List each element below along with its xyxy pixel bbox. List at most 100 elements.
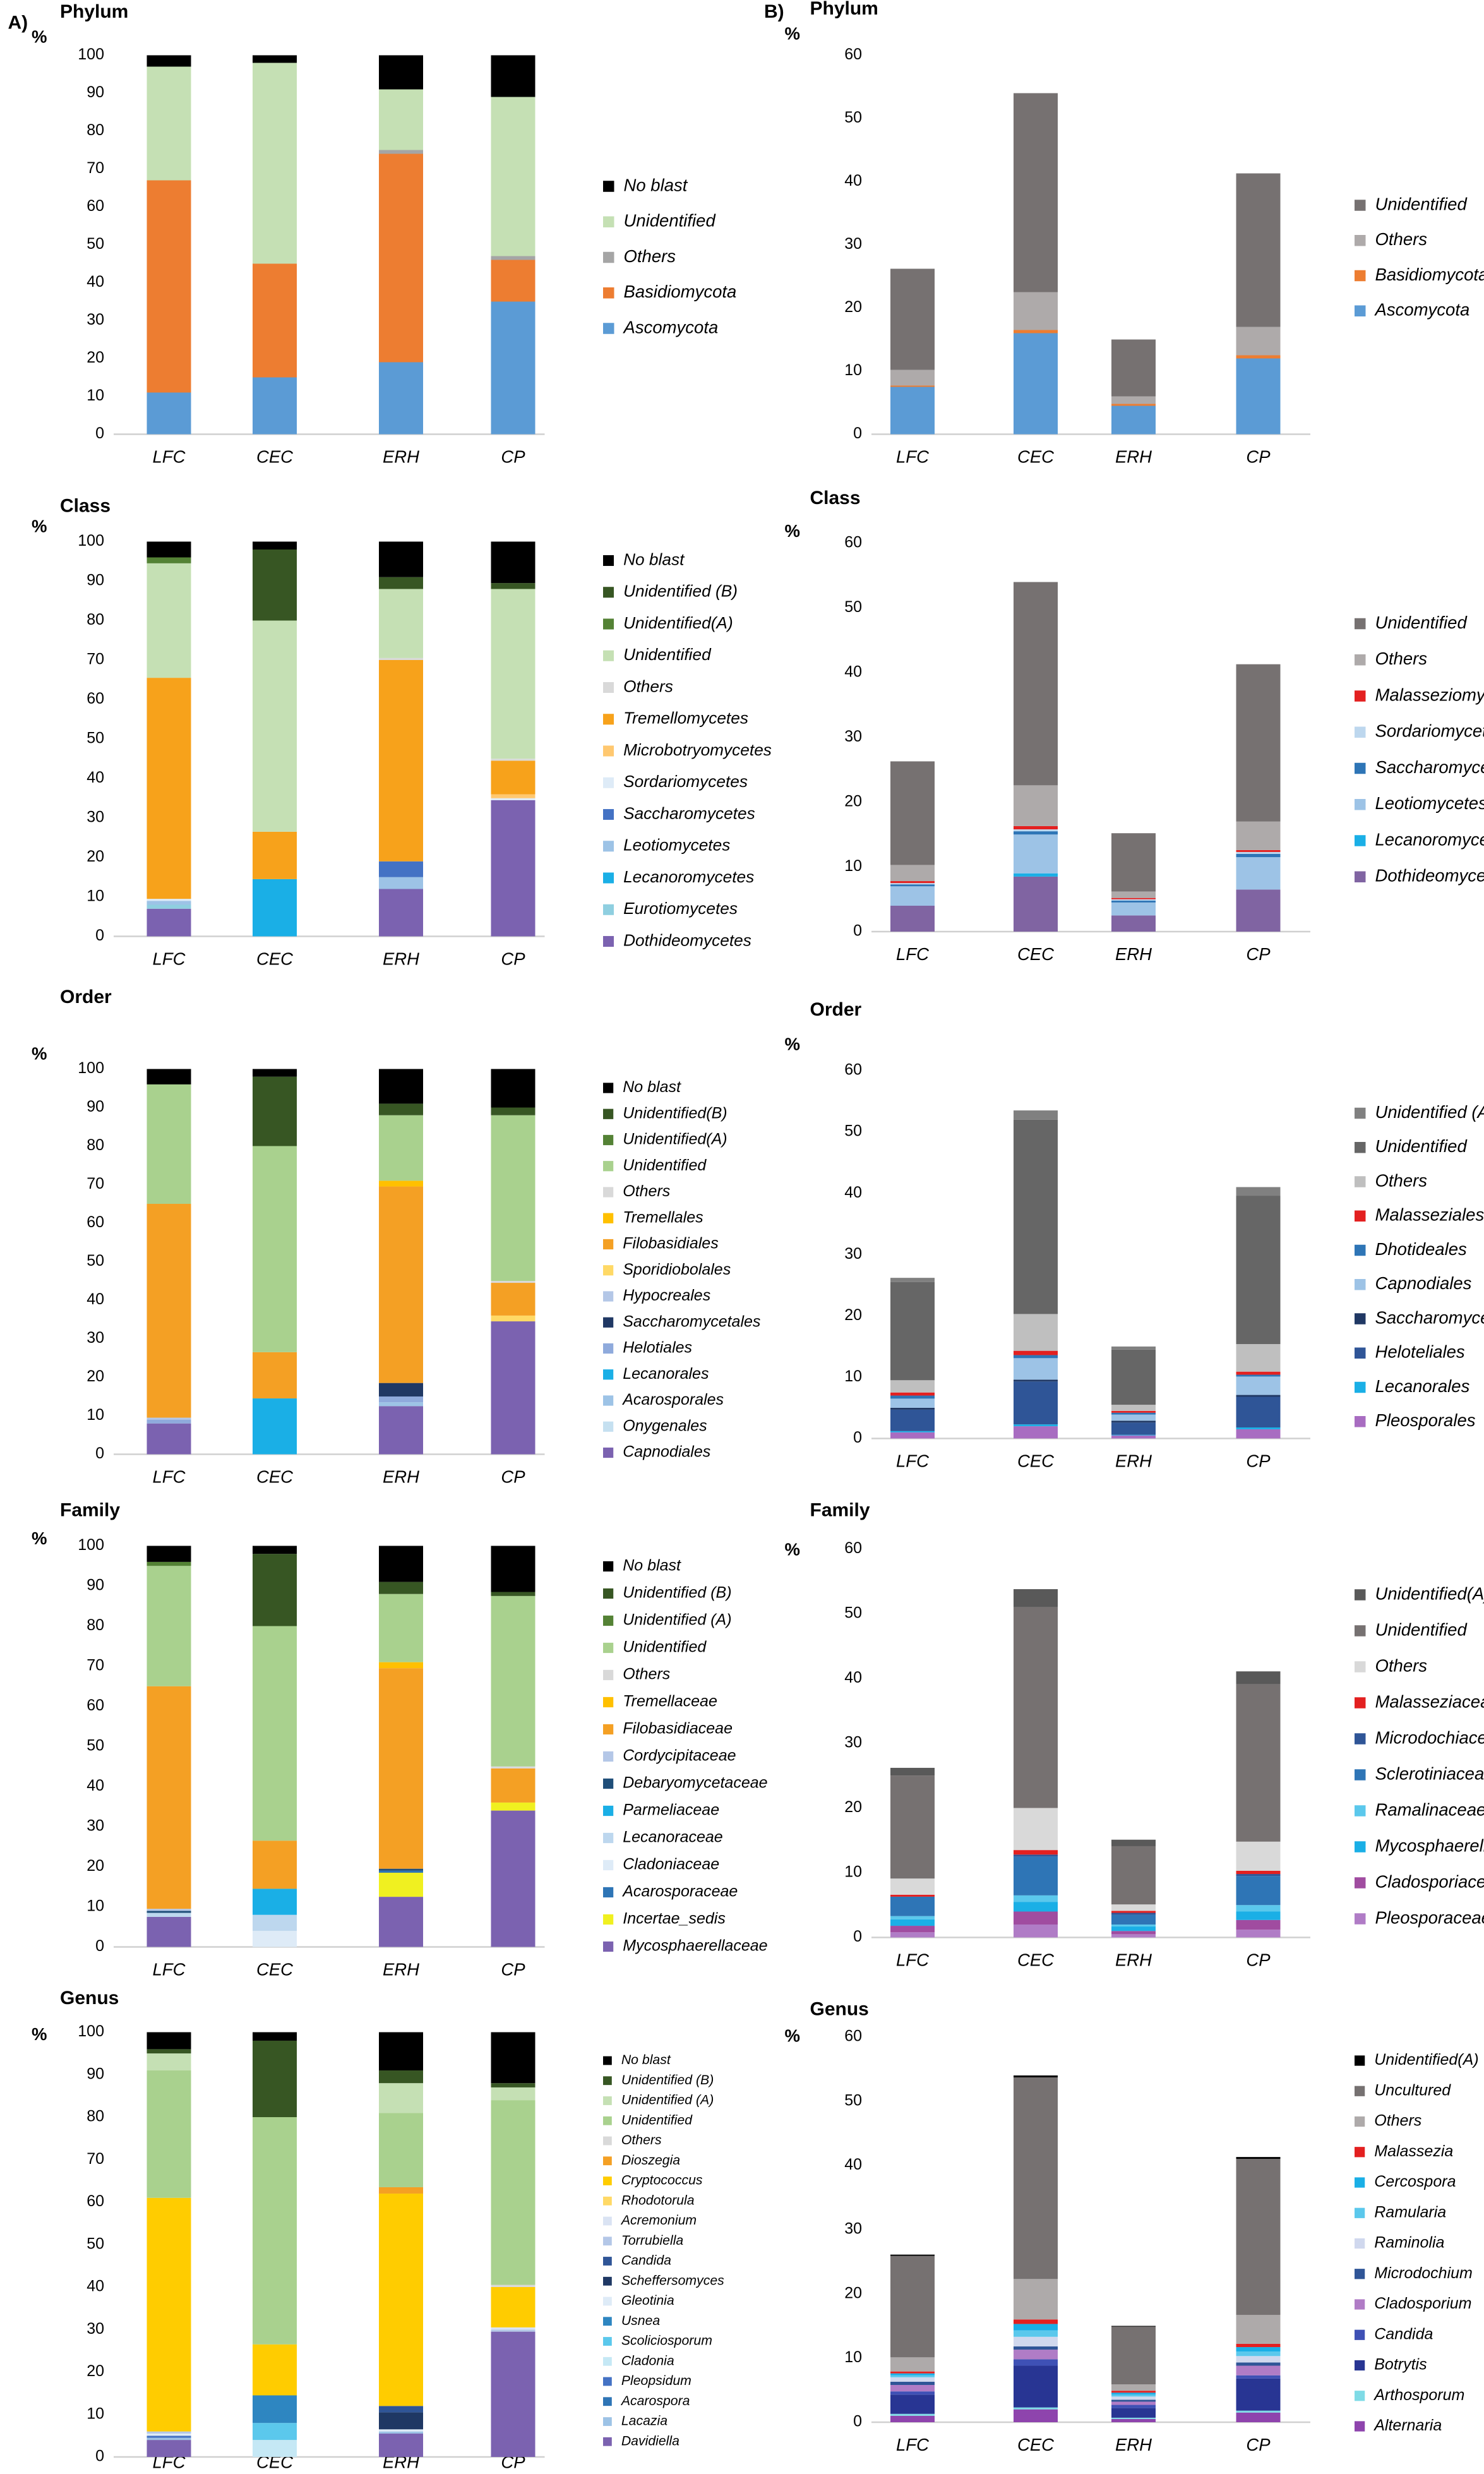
legend-swatch [1355, 2116, 1365, 2127]
legend-label: Unidentified (A) [623, 1611, 731, 1629]
legend-label: Eurotiomycetes [623, 899, 738, 918]
y-axis-label: % [32, 516, 47, 536]
y-tick-label: 70 [87, 651, 104, 668]
x-tick-label: ERH [1115, 2435, 1152, 2454]
legend-swatch [603, 2417, 612, 2426]
legend-swatch [603, 1108, 614, 1119]
legend-label: Unidentified [1375, 1136, 1468, 1156]
legend-label: Unidentified [623, 645, 712, 664]
bar-segment [491, 541, 536, 584]
x-tick-label: LFC [153, 949, 186, 968]
y-tick-label: 30 [87, 1817, 104, 1835]
bar-segment [491, 1592, 536, 1596]
y-tick-label: 40 [87, 1290, 104, 1308]
x-tick-label: ERH [383, 949, 419, 968]
legend-swatch [603, 1213, 614, 1223]
bar-segment [1014, 2365, 1058, 2408]
bar-segment [491, 1766, 536, 1768]
bar-segment [147, 1069, 191, 1084]
legend-label: Saccharomycetales [623, 1312, 760, 1330]
y-tick-label: 60 [844, 2027, 862, 2045]
bar-segment [1111, 2399, 1156, 2402]
bar-segment [890, 1432, 935, 1439]
y-tick-label: 90 [87, 2065, 104, 2082]
bar-segment [1014, 1856, 1058, 1895]
bar-segment [890, 865, 935, 882]
bar-segment [491, 1768, 536, 1803]
legend-label: Unidentified [1375, 194, 1468, 213]
x-tick-label: CP [1246, 1451, 1271, 1470]
y-tick-label: 60 [844, 45, 862, 63]
legend-swatch [603, 2437, 612, 2446]
y-tick-label: 0 [853, 424, 862, 442]
x-tick-label: CEC [1017, 2435, 1054, 2454]
legend-label: Others [1375, 649, 1428, 668]
bar-segment [890, 2373, 935, 2375]
bar-segment [147, 901, 191, 905]
y-axis-label: % [32, 2024, 47, 2044]
bar-segment [379, 577, 423, 589]
bar-segment [1014, 2359, 1058, 2366]
bar-segment [491, 2287, 536, 2327]
bar-segment [379, 1868, 423, 1871]
legend-label: Unidentified (A) [1375, 1102, 1484, 1122]
bar-segment [379, 150, 423, 154]
bar-segment [1014, 1895, 1058, 1902]
x-tick-label: CEC [256, 447, 293, 466]
bar-segment [379, 1103, 423, 1115]
legend-label: Hypocreales [623, 1287, 710, 1304]
y-tick-label: 40 [87, 1777, 104, 1794]
legend-label: Tremellomycetes [623, 709, 748, 728]
bar-segment [1236, 355, 1281, 359]
x-tick-label: CEC [256, 1467, 293, 1486]
bar-segment [1014, 333, 1058, 435]
bar-segment [379, 1069, 423, 1104]
bar-segment [1111, 2405, 1156, 2408]
y-axis-label: % [785, 1539, 800, 1559]
legend-label: Unidentified [623, 1156, 707, 1174]
y-tick-label: 30 [87, 1329, 104, 1347]
x-tick-label: LFC [153, 447, 186, 466]
legend-label: Parmeliaceae [623, 1801, 719, 1819]
bar-segment [491, 301, 536, 435]
bar-segment [253, 1398, 297, 1455]
bar-segment [1111, 405, 1156, 435]
bar-segment [491, 2329, 536, 2332]
bar-segment [1236, 1429, 1281, 1439]
y-tick-label: 60 [87, 197, 104, 215]
legend-label: Leotiomycetes [1375, 793, 1484, 813]
bar-segment [1236, 664, 1281, 822]
legend-label: Saccharomycetes [623, 803, 755, 822]
bar-segment [1236, 1911, 1281, 1920]
bar-segment [1111, 833, 1156, 892]
legend-label: Others [621, 2132, 662, 2147]
bar-segment [379, 1115, 423, 1181]
bar-segment [147, 557, 191, 563]
chart-title: Class [810, 488, 861, 508]
legend-swatch [603, 2357, 612, 2366]
bar-segment [890, 1775, 935, 1879]
legend-label: Incertae_sedis [623, 1910, 726, 1928]
bar-segment [890, 1380, 935, 1393]
bar-segment [1014, 2077, 1058, 2279]
bar-segment [147, 66, 191, 181]
bar-segment [1014, 876, 1058, 932]
panel-label: B) [764, 1, 784, 22]
bar-segment [147, 2070, 191, 2198]
bar-segment [890, 1926, 935, 1933]
bar-segment [1014, 292, 1058, 330]
legend-label: Ramalinaceae [1375, 1799, 1484, 1819]
legend-label: Cladosporium [1374, 2295, 1471, 2312]
legend-swatch [1355, 1381, 1366, 1393]
bar-segment [379, 1594, 423, 1662]
bar-segment [253, 2040, 297, 2117]
y-tick-label: 70 [87, 159, 104, 177]
bar-segment [1111, 1931, 1156, 1935]
bar-segment [147, 563, 191, 678]
bar-segment [379, 1582, 423, 1594]
legend-label: Sordariomycetes [623, 772, 748, 791]
bar-segment [491, 1069, 536, 1108]
bar-segment [379, 2431, 423, 2434]
x-tick-label: ERH [383, 1959, 419, 1979]
